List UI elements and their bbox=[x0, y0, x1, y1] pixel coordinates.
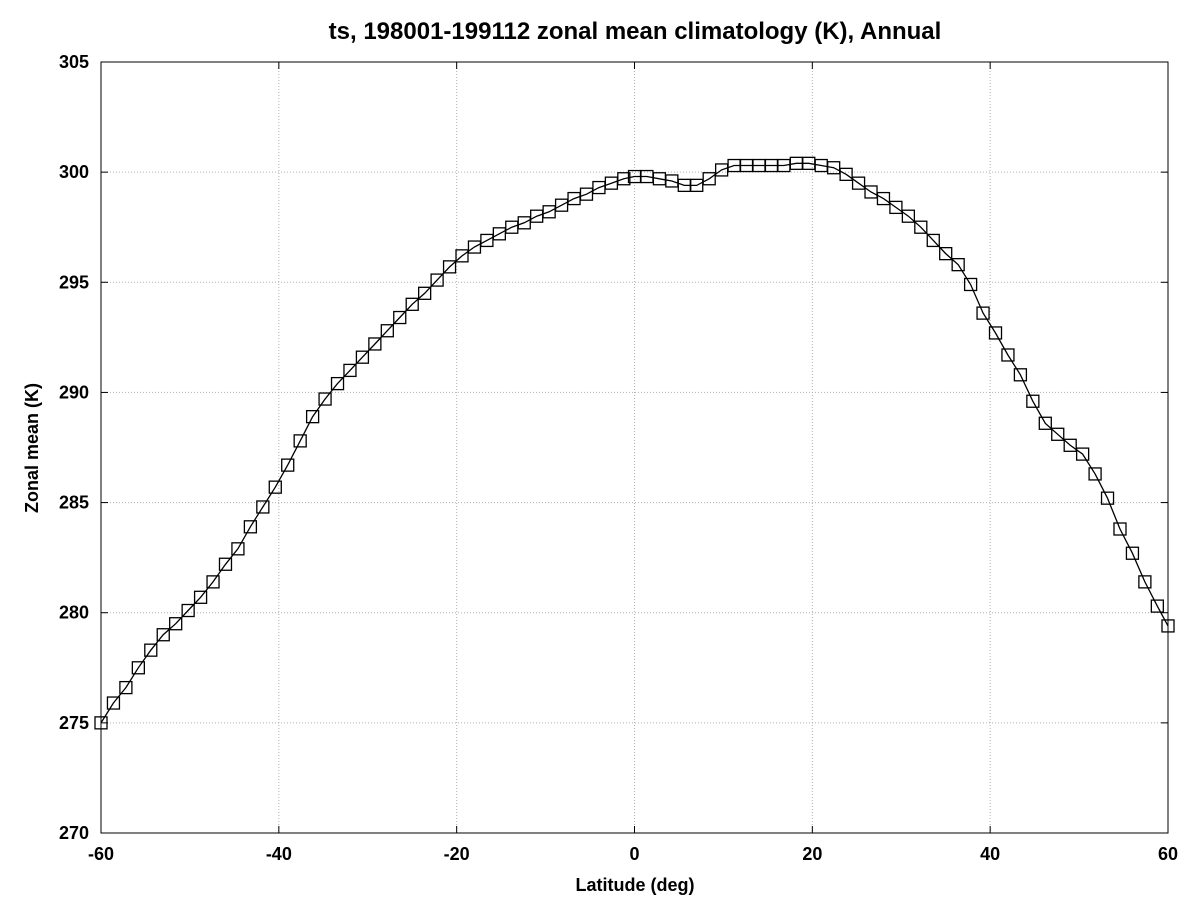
data-point-marker bbox=[256, 500, 270, 514]
x-tick-label: -20 bbox=[444, 844, 470, 864]
data-point-marker bbox=[268, 480, 282, 494]
data-point-marker bbox=[702, 172, 716, 186]
data-point-marker bbox=[181, 603, 195, 618]
x-tick-label: 60 bbox=[1158, 844, 1178, 864]
data-point-marker bbox=[988, 326, 1003, 340]
y-tick-label: 270 bbox=[59, 823, 89, 843]
data-point-marker bbox=[343, 363, 357, 378]
data-point-marker bbox=[939, 246, 953, 261]
data-point-marker bbox=[218, 557, 233, 571]
data-point-marker bbox=[839, 167, 853, 181]
data-point-marker bbox=[405, 297, 419, 311]
data-point-marker bbox=[926, 233, 940, 248]
chart-title: ts, 198001-199112 zonal mean climatology… bbox=[329, 18, 942, 45]
data-point-marker bbox=[1013, 368, 1028, 382]
x-tick-label: -60 bbox=[88, 844, 114, 864]
y-tick-label: 280 bbox=[59, 603, 89, 623]
data-point-marker bbox=[418, 286, 432, 300]
data-point-marker bbox=[876, 191, 891, 206]
data-point-marker bbox=[94, 716, 108, 730]
y-tick-label: 275 bbox=[59, 713, 89, 733]
axis-ticks: -60 -40 -20 0 20 40 60 270 275 280 285 290 295 300 305 bbox=[59, 52, 1178, 864]
data-point-marker bbox=[1100, 491, 1115, 505]
y-tick-label: 295 bbox=[59, 272, 89, 292]
data-point-marker bbox=[368, 337, 382, 351]
data-point-marker bbox=[1161, 619, 1175, 633]
data-point-marker bbox=[1075, 447, 1090, 461]
series bbox=[94, 156, 1175, 730]
data-point-marker bbox=[1150, 599, 1164, 613]
data-point-marker bbox=[231, 542, 245, 556]
grid bbox=[101, 62, 1168, 833]
data-point-marker bbox=[206, 575, 220, 589]
data-point-marker bbox=[1038, 416, 1052, 430]
data-point-marker bbox=[851, 176, 866, 190]
data-point-marker bbox=[144, 643, 158, 657]
data-point-marker bbox=[243, 520, 258, 534]
data-point-marker bbox=[951, 258, 965, 272]
data-point-marker bbox=[976, 306, 990, 320]
data-point-marker bbox=[1051, 427, 1065, 441]
data-point-marker bbox=[914, 220, 928, 234]
y-tick-label: 290 bbox=[59, 382, 89, 402]
data-point-marker bbox=[889, 200, 903, 215]
data-point-marker bbox=[617, 172, 631, 186]
data-point-marker bbox=[193, 590, 208, 604]
data-point-marker bbox=[330, 376, 345, 391]
data-point-marker bbox=[293, 434, 307, 448]
data-point-marker bbox=[1138, 575, 1152, 589]
data-point-marker bbox=[355, 350, 370, 364]
y-tick-label: 300 bbox=[59, 162, 89, 182]
data-point-marker bbox=[169, 617, 183, 631]
data-point-marker bbox=[901, 209, 916, 223]
y-axis-label: Zonal mean (K) bbox=[22, 383, 42, 513]
x-tick-label: 20 bbox=[802, 844, 822, 864]
plot-frame bbox=[100, 61, 1169, 834]
data-point-marker bbox=[455, 249, 469, 263]
x-axis-label: Latitude (deg) bbox=[576, 875, 695, 895]
data-point-marker bbox=[442, 260, 457, 274]
data-point-marker bbox=[380, 324, 394, 338]
data-point-marker bbox=[156, 628, 170, 642]
data-point-marker bbox=[119, 680, 133, 695]
data-point-marker bbox=[318, 392, 332, 406]
data-point-marker bbox=[106, 696, 121, 710]
data-point-marker bbox=[1088, 467, 1102, 481]
data-point-marker bbox=[305, 410, 320, 424]
x-tick-label: -40 bbox=[266, 844, 292, 864]
y-tick-label: 285 bbox=[59, 493, 89, 513]
data-point-marker bbox=[1113, 522, 1127, 536]
data-point-marker bbox=[1001, 348, 1015, 362]
data-point-marker bbox=[430, 273, 444, 287]
data-point-marker bbox=[1063, 438, 1077, 452]
data-point-marker bbox=[1026, 394, 1040, 408]
x-tick-label: 0 bbox=[629, 844, 639, 864]
x-tick-label: 40 bbox=[980, 844, 1000, 864]
data-point-marker bbox=[281, 458, 295, 472]
data-point-marker bbox=[131, 661, 145, 675]
y-tick-label: 305 bbox=[59, 52, 89, 72]
data-point-marker bbox=[393, 310, 407, 325]
data-point-marker bbox=[963, 277, 978, 292]
data-point-marker bbox=[1125, 546, 1140, 560]
